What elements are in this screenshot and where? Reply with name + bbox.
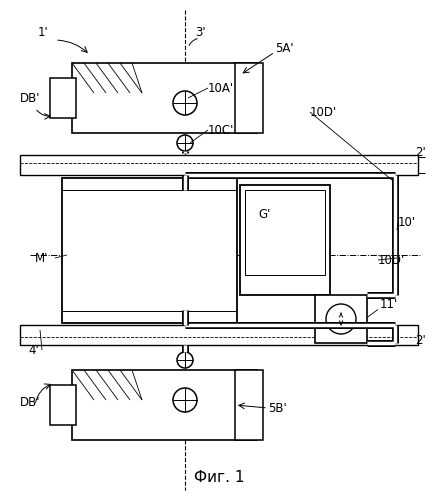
Circle shape — [177, 135, 193, 151]
Bar — [235, 370, 263, 440]
Bar — [72, 63, 257, 133]
Bar — [20, 325, 418, 345]
Bar — [20, 155, 418, 175]
Text: 10D': 10D' — [310, 106, 337, 118]
Circle shape — [173, 388, 197, 412]
Text: 2': 2' — [415, 146, 426, 158]
Text: 1': 1' — [38, 26, 49, 38]
Text: 5A': 5A' — [275, 42, 293, 54]
Bar — [72, 370, 257, 440]
Text: 3': 3' — [195, 26, 205, 38]
Circle shape — [326, 304, 356, 334]
Circle shape — [177, 352, 193, 368]
Text: Фиг. 1: Фиг. 1 — [194, 470, 244, 486]
Bar — [315, 295, 367, 343]
Text: 10A': 10A' — [208, 82, 234, 94]
Text: G': G' — [258, 208, 270, 222]
Bar — [240, 185, 330, 295]
Text: 4': 4' — [28, 344, 39, 356]
Bar — [62, 178, 237, 323]
Text: 10D': 10D' — [378, 254, 405, 266]
Circle shape — [173, 91, 197, 115]
Text: 10': 10' — [398, 216, 416, 228]
Text: DB': DB' — [20, 92, 40, 104]
Text: 10C': 10C' — [208, 124, 234, 136]
Bar — [50, 78, 76, 118]
Text: 5B': 5B' — [268, 402, 287, 414]
Text: 2': 2' — [415, 334, 426, 346]
Text: 11': 11' — [380, 298, 398, 312]
Bar — [235, 63, 263, 133]
Bar — [50, 385, 76, 425]
Bar — [245, 190, 325, 275]
Text: DB': DB' — [20, 396, 40, 408]
Text: M': M' — [35, 252, 48, 264]
